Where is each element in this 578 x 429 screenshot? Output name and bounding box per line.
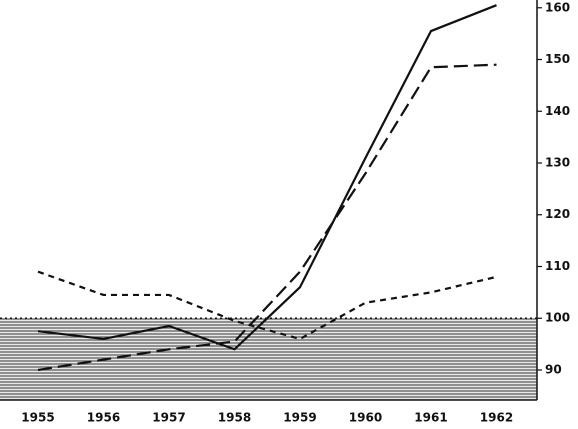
y-tick-label: 110 (545, 259, 570, 273)
x-tick-label: 1962 (480, 411, 513, 425)
x-tick-label: 1956 (87, 411, 120, 425)
x-tick-label: 1955 (21, 411, 54, 425)
series-line (37, 4, 497, 351)
y-tick-label: 130 (545, 156, 570, 170)
x-tick-label: 1961 (414, 411, 447, 425)
x-tick-label: 1960 (349, 411, 382, 425)
y-tick-label: 100 (545, 311, 570, 325)
series-line (37, 63, 497, 372)
series-line (37, 270, 497, 341)
y-tick-label: 140 (545, 104, 570, 118)
y-tick-label: 150 (545, 52, 570, 66)
x-tick-label: 1959 (283, 411, 316, 425)
shaded-region (0, 318, 537, 400)
x-tick-label: 1957 (152, 411, 185, 425)
y-tick-label: 160 (545, 0, 570, 14)
y-tick-label: 90 (545, 362, 562, 376)
y-tick-label: 120 (545, 207, 570, 221)
x-tick-label: 1958 (218, 411, 251, 425)
